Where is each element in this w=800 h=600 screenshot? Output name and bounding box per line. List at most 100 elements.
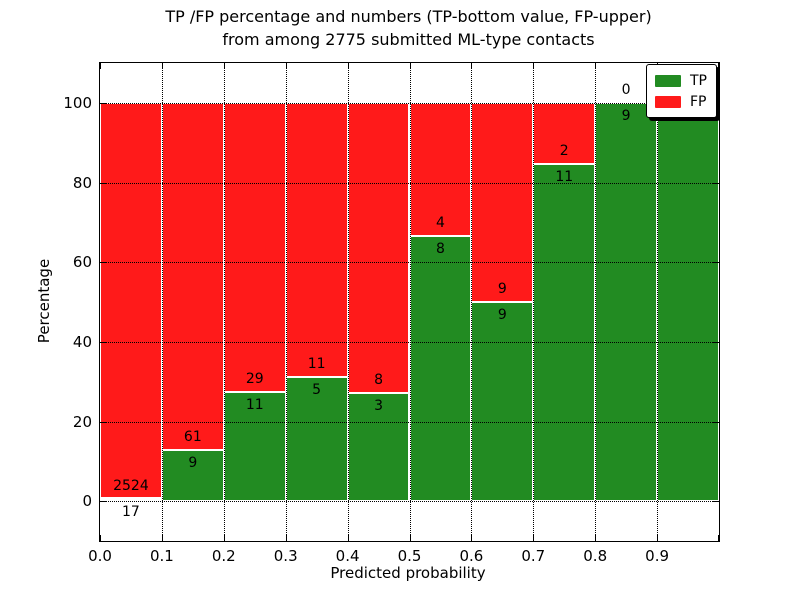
tp-count-label: 9: [188, 454, 198, 471]
tick-mark: [223, 63, 225, 69]
bar-segment-fp: [347, 102, 410, 393]
tp-count-label: 5: [312, 381, 322, 398]
legend-item-fp: FP: [655, 91, 707, 112]
tick-mark: [100, 182, 106, 184]
chart-title-line1: TP /FP percentage and numbers (TP-bottom…: [165, 7, 652, 26]
x-tick-label: 0.1: [149, 547, 174, 565]
tick-mark: [161, 535, 163, 541]
tick-mark: [100, 341, 106, 343]
tick-mark: [409, 535, 411, 541]
x-tick-label: 0.6: [459, 547, 484, 565]
tick-mark: [713, 421, 719, 423]
y-tick-label: 100: [63, 93, 92, 112]
tick-mark: [713, 182, 719, 184]
fp-count-label: 2: [559, 143, 569, 160]
fp-swatch-icon: [655, 95, 681, 108]
y-tick-label: 40: [72, 332, 92, 351]
x-tick-label: 0.7: [521, 547, 546, 565]
tp-swatch-icon: [655, 74, 681, 87]
gridline-horizontal: [100, 341, 719, 343]
tick-mark: [285, 535, 287, 541]
chart-title: TP /FP percentage and numbers (TP-bottom…: [99, 5, 718, 51]
gridline-vertical: [471, 63, 473, 541]
fp-count-label: 11: [307, 355, 326, 372]
gridline-vertical: [223, 63, 225, 541]
fp-count-label: 9: [497, 281, 507, 297]
plot-area: 2524176192911115834899211090450204060801…: [63, 62, 720, 565]
legend-label-tp: TP: [690, 72, 707, 89]
bar-segment-fp: [161, 102, 224, 450]
tp-count-label: 3: [374, 397, 384, 414]
y-tick-label: 20: [72, 412, 92, 431]
bar-segment-tp: [409, 235, 472, 502]
x-tick-label: 0.3: [273, 547, 298, 565]
tick-mark: [595, 535, 597, 541]
fp-count-label: 8: [374, 371, 384, 388]
fp-count-label: 61: [183, 428, 202, 445]
gridline-horizontal: [100, 182, 719, 184]
tick-mark: [161, 63, 163, 69]
gridline-vertical: [161, 63, 163, 541]
bar-segment-tp: [471, 302, 534, 502]
tick-mark: [657, 535, 659, 541]
tick-mark: [409, 63, 411, 69]
tick-mark: [718, 63, 719, 69]
bar-segment-tp: [533, 164, 596, 502]
tick-mark: [100, 262, 106, 264]
y-axis-label: Percentage: [35, 258, 53, 344]
tp-count-label: 9: [497, 307, 507, 323]
fp-count-label: 0: [621, 81, 631, 98]
bar-segment-fp: [100, 102, 162, 499]
gridline-horizontal: [100, 421, 719, 423]
tick-mark: [713, 341, 719, 343]
gridline-vertical: [285, 63, 287, 541]
tick-mark: [347, 63, 349, 69]
x-tick-label: 0.5: [397, 547, 422, 565]
y-tick-label: 0: [82, 492, 92, 511]
x-tick-label: 0.4: [335, 547, 360, 565]
bar-segment-tp: [657, 102, 719, 502]
gridline-vertical: [409, 63, 411, 541]
gridline-vertical: [533, 63, 535, 541]
tick-mark: [471, 63, 473, 69]
bar-segment-tp: [285, 376, 348, 502]
tick-mark: [713, 501, 719, 503]
tick-mark: [471, 535, 473, 541]
fp-count-label: 4: [435, 214, 445, 231]
tick-mark: [223, 535, 225, 541]
tp-count-label: 11: [555, 169, 574, 186]
gridline-horizontal: [100, 102, 719, 104]
tick-mark: [100, 501, 106, 503]
bar-segment-tp: [347, 392, 410, 502]
bar-segment-fp: [533, 102, 596, 165]
fp-count-label: 2524: [113, 477, 149, 494]
bar-segment-tp: [100, 498, 162, 502]
tp-count-label: 8: [435, 240, 445, 257]
bar-segment-tp: [161, 449, 224, 502]
y-tick-label: 80: [72, 173, 92, 192]
tick-mark: [718, 535, 719, 541]
gridline-vertical: [595, 63, 597, 541]
gridline-vertical: [347, 63, 349, 541]
x-tick-label: 0.0: [88, 547, 112, 565]
tp-count-label: 17: [122, 503, 140, 520]
tick-mark: [100, 535, 101, 541]
tick-mark: [100, 102, 106, 104]
tick-mark: [713, 262, 719, 264]
tick-mark: [533, 535, 535, 541]
tp-count-label: 11: [245, 396, 264, 413]
gridline-horizontal: [100, 501, 719, 503]
tick-mark: [285, 63, 287, 69]
tick-mark: [347, 535, 349, 541]
legend-label-fp: FP: [690, 93, 707, 110]
y-tick-label: 60: [72, 253, 92, 272]
tick-mark: [100, 63, 101, 69]
tick-mark: [533, 63, 535, 69]
bar-segment-fp: [223, 102, 286, 392]
chart-title-line2: from among 2775 submitted ML-type contac…: [222, 30, 595, 49]
legend-item-tp: TP: [655, 70, 707, 91]
gridline-horizontal: [100, 262, 719, 264]
legend: TP FP: [646, 64, 717, 118]
tick-mark: [595, 63, 597, 69]
